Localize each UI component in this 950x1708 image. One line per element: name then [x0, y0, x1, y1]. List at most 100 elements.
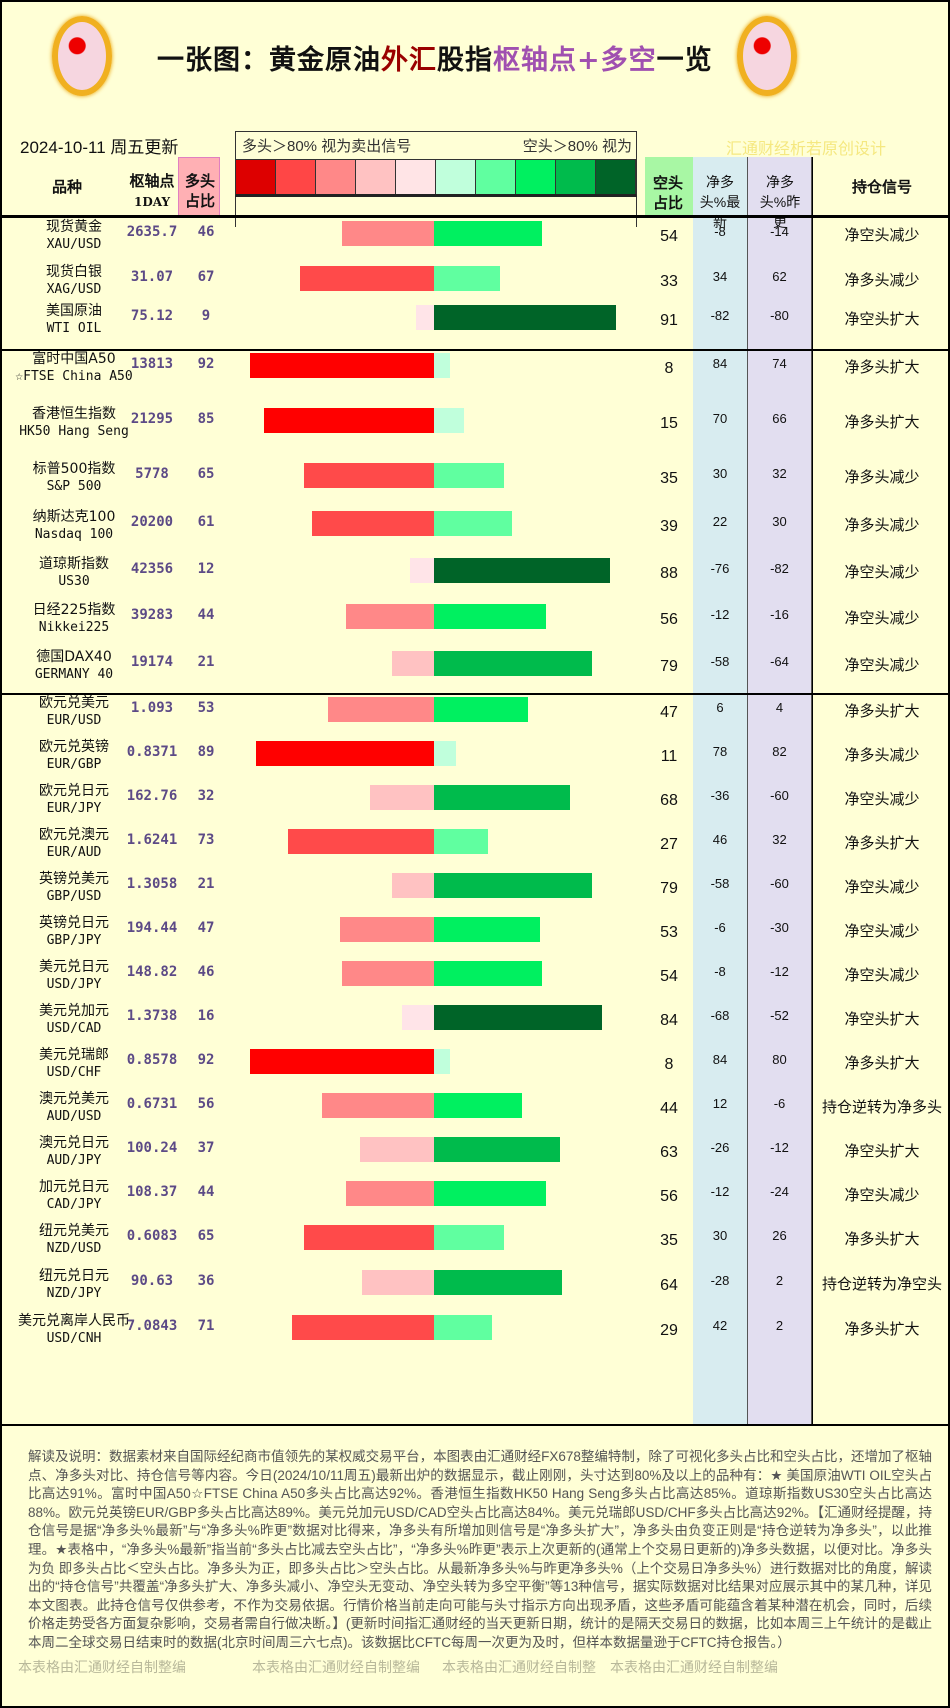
table-row: 香港恒生指数 HK50 Hang Seng 21295 85 15 70 66 净…: [2, 405, 950, 460]
short-col-bg: [645, 157, 693, 217]
instrument-name: 欧元兑日元 EUR/JPY: [14, 782, 134, 818]
net-long-latest: 6: [716, 700, 724, 715]
instrument-name: 加元兑日元 CAD/JPY: [14, 1178, 134, 1214]
net-long-latest: -12: [710, 1184, 730, 1199]
instrument-cn: 美元兑日元: [39, 959, 109, 975]
pivot-value: 7.0843: [126, 1318, 178, 1334]
short-percent: 44: [660, 1100, 678, 1117]
short-percent: 15: [660, 415, 678, 432]
header-signal: 持仓信号: [851, 179, 912, 196]
instrument-en: EUR/GBP: [46, 757, 102, 772]
legend-right-text: 空头＞80% 视为: [522, 138, 632, 155]
instrument-name: 德国DAX40 GERMANY 40: [14, 648, 134, 684]
position-signal: 净空头减少: [844, 657, 920, 674]
instrument-name: 富时中国A50 ☆FTSE China A50: [14, 350, 134, 386]
position-signal: 净空头减少: [844, 610, 920, 627]
net-long-previous: -30: [770, 920, 789, 935]
long-bar: [288, 829, 434, 854]
title-part: 股指: [437, 45, 493, 76]
net-long-previous: 80: [772, 1052, 787, 1067]
long-bar: [322, 1093, 434, 1118]
long-percent: 56: [197, 1096, 215, 1112]
instrument-name: 澳元兑日元 AUD/JPY: [14, 1134, 134, 1170]
short-bar: [434, 221, 542, 246]
position-signal: 净多头扩大: [844, 359, 920, 376]
page-title: 一张图：黄金原油外汇股指枢轴点+多空一览: [157, 38, 713, 77]
long-percent: 71: [197, 1318, 215, 1334]
short-percent: 54: [660, 968, 678, 985]
instrument-cn: 美元兑瑞郎: [39, 1047, 109, 1063]
long-bar: [250, 353, 434, 378]
instrument-en: AUD/USD: [46, 1109, 102, 1124]
net-long-latest: -26: [710, 1140, 730, 1155]
instrument-en: Nasdaq 100: [34, 527, 114, 542]
instrument-en: GBP/USD: [46, 889, 102, 904]
short-bar: [434, 697, 528, 722]
long-percent: 32: [197, 788, 215, 804]
instrument-name: 日经225指数 Nikkei225: [14, 601, 134, 637]
position-signal: 净多头扩大: [844, 1055, 920, 1072]
short-bar: [434, 353, 450, 378]
watermark: 本表格由汇通财经自制整编: [610, 1659, 778, 1675]
net-long-latest: -36: [710, 788, 730, 803]
net-latest-col-bg: [693, 157, 747, 1425]
net-long-previous: 4: [775, 700, 784, 715]
instrument-en: S&P 500: [46, 479, 102, 494]
table-row: 欧元兑英镑 EUR/GBP 0.8371 89 11 78 82 净多头减少: [2, 738, 950, 782]
instrument-name: 纽元兑日元 NZD/JPY: [14, 1267, 134, 1303]
pivot-value: 162.76: [126, 788, 178, 804]
net-long-latest: -6: [714, 920, 726, 935]
short-percent: 63: [660, 1144, 678, 1161]
instrument-name: 英镑兑美元 GBP/USD: [14, 870, 134, 906]
instrument-cn: 德国DAX40: [36, 649, 112, 665]
long-percent: 92: [197, 356, 215, 372]
table-row: 道琼斯指数 US30 42356 12 88 -76 -82 净空头减少: [2, 555, 950, 601]
header-net-prev: 净多头%昨更: [759, 174, 801, 230]
instrument-name: 英镑兑日元 GBP/JPY: [14, 914, 134, 950]
net-long-previous: 66: [772, 411, 787, 426]
long-percent: 44: [197, 607, 215, 623]
instrument-cn: 澳元兑美元: [39, 1091, 109, 1107]
position-signal: 净空头减少: [844, 791, 920, 808]
net-long-previous: -80: [770, 308, 789, 323]
net-long-previous: 74: [772, 356, 787, 371]
pivot-value: 2635.7: [126, 224, 178, 240]
instrument-en: CAD/JPY: [46, 1197, 102, 1212]
net-long-previous: 2: [775, 1318, 784, 1333]
table-row: 欧元兑日元 EUR/JPY 162.76 32 68 -36 -60 净空头减少: [2, 782, 950, 826]
table-row: 现货白银 XAG/USD 31.07 67 33 34 62 净多头减少: [2, 263, 950, 302]
instrument-cn: 欧元兑美元: [39, 695, 109, 711]
long-percent: 46: [197, 224, 215, 240]
instrument-name: 欧元兑英镑 EUR/GBP: [14, 738, 134, 774]
long-bar: [416, 305, 434, 330]
table-row: 德国DAX40 GERMANY 40 19174 21 79 -58 -64 净空…: [2, 648, 950, 694]
long-bar: [346, 604, 434, 629]
short-bar: [434, 1093, 522, 1118]
pivot-value: 21295: [130, 411, 174, 427]
short-percent: 84: [660, 1012, 678, 1029]
table-row: 美元兑加元 USD/CAD 1.3738 16 84 -68 -52 净空头扩大: [2, 1002, 950, 1046]
long-percent: 61: [197, 514, 215, 530]
short-bar: [434, 651, 592, 676]
pivot-value: 39283: [130, 607, 174, 623]
pivot-value: 108.37: [126, 1184, 178, 1200]
net-long-latest: -8: [714, 224, 726, 239]
net-long-latest: -12: [710, 607, 730, 622]
long-bar: [342, 221, 434, 246]
instrument-cn: 纽元兑美元: [39, 1223, 109, 1239]
pivot-value: 194.44: [126, 920, 178, 936]
short-bar: [434, 305, 616, 330]
position-signal: 净多头扩大: [844, 414, 920, 431]
instrument-cn: 香港恒生指数: [32, 406, 116, 422]
short-bar: [434, 1049, 450, 1074]
short-percent: 39: [660, 518, 678, 535]
position-signal: 净多头减少: [844, 517, 920, 534]
short-percent: 35: [660, 1232, 678, 1249]
net-long-previous: -82: [770, 561, 789, 576]
long-percent: 73: [197, 832, 215, 848]
table-row: 富时中国A50 ☆FTSE China A50 13813 92 8 84 74 …: [2, 350, 950, 405]
instrument-en: NZD/JPY: [46, 1286, 102, 1301]
long-bar: [304, 1225, 434, 1250]
legend-swatch: [236, 160, 276, 194]
signal-col-divider: [812, 157, 813, 1425]
